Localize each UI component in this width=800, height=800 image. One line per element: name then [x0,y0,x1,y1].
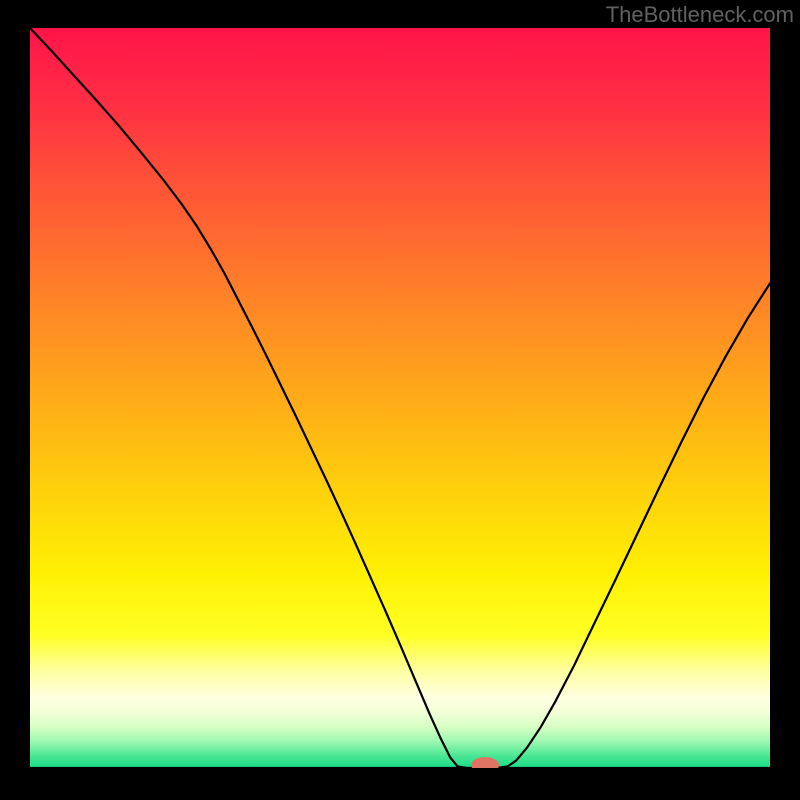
plot-area [30,28,770,768]
attribution-text: TheBottleneck.com [606,2,794,28]
chart-container: TheBottleneck.com [0,0,800,800]
gradient-background [30,28,770,768]
